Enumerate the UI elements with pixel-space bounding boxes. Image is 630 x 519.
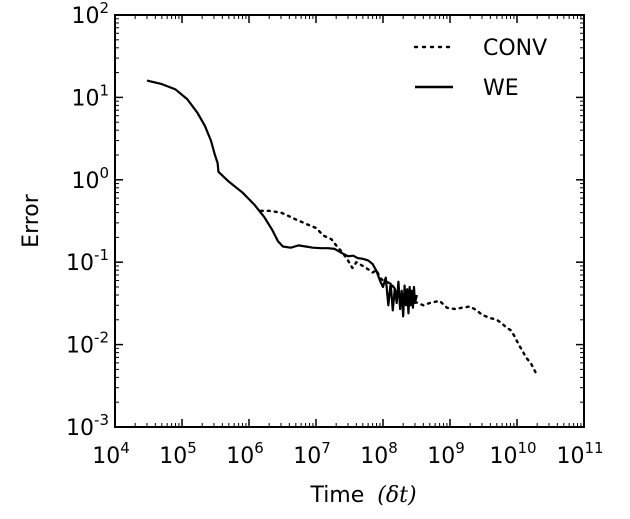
legend-label-conv: CONV — [483, 36, 547, 61]
x-axis-label-text: Time — [309, 483, 364, 508]
tick-exponent: -1 — [94, 246, 109, 264]
y-tick-label: 10-3 — [66, 411, 109, 441]
x-tick-label: 107 — [293, 439, 331, 469]
series-layer — [146, 79, 539, 377]
y-tick-label: 10-1 — [66, 246, 109, 276]
y-tick-label: 102 — [71, 0, 109, 29]
tick-exponent: 6 — [254, 439, 264, 457]
tick-exponent: 7 — [321, 439, 331, 457]
tick-base: 10 — [66, 334, 94, 359]
tick-base: 10 — [556, 444, 584, 469]
tick-base: 10 — [159, 444, 187, 469]
tick-exponent: 9 — [455, 439, 465, 457]
x-tick-label: 105 — [159, 439, 197, 469]
tick-exponent: 8 — [388, 439, 398, 457]
tick-base: 10 — [427, 444, 455, 469]
tick-base: 10 — [71, 4, 99, 29]
y-tick-label: 101 — [71, 81, 109, 111]
x-tick-label: 1010 — [489, 439, 536, 469]
tick-exponent: 0 — [99, 164, 109, 182]
y-tick-label: 100 — [71, 164, 109, 194]
legend-label-we: WE — [483, 76, 519, 101]
tick-base: 10 — [360, 444, 388, 469]
tick-base: 10 — [226, 444, 254, 469]
legend: CONV WE — [413, 36, 547, 101]
x-tick-label: 109 — [427, 439, 465, 469]
tick-base: 10 — [71, 169, 99, 194]
tick-base: 10 — [92, 444, 120, 469]
tick-base: 10 — [66, 251, 94, 276]
x-axis-ticks: 104 105 106 107 108 109 1010 1011 — [92, 15, 604, 469]
tick-base: 10 — [71, 86, 99, 111]
tick-exponent: 2 — [99, 0, 109, 17]
x-axis-label-unit: (δt) — [377, 483, 416, 508]
tick-exponent: 10 — [517, 439, 536, 457]
tick-base: 10 — [489, 444, 517, 469]
tick-exponent: -2 — [94, 329, 109, 347]
y-axis-label: Error — [19, 193, 44, 248]
tick-base: 10 — [293, 444, 321, 469]
x-tick-label: 108 — [360, 439, 398, 469]
tick-base: 10 — [66, 416, 94, 441]
tick-exponent: 11 — [584, 439, 603, 457]
tick-exponent: 1 — [99, 81, 109, 99]
series-line-we — [146, 79, 418, 318]
tick-exponent: 4 — [120, 439, 130, 457]
x-tick-label: 1011 — [556, 439, 603, 469]
plot-frame — [114, 14, 585, 428]
y-tick-label: 10-2 — [66, 329, 109, 359]
tick-exponent: -3 — [94, 411, 109, 429]
x-tick-label: 106 — [226, 439, 264, 469]
x-tick-label: 104 — [92, 439, 130, 469]
x-axis-label: Time (δt) — [309, 483, 416, 508]
tick-exponent: 5 — [187, 439, 197, 457]
